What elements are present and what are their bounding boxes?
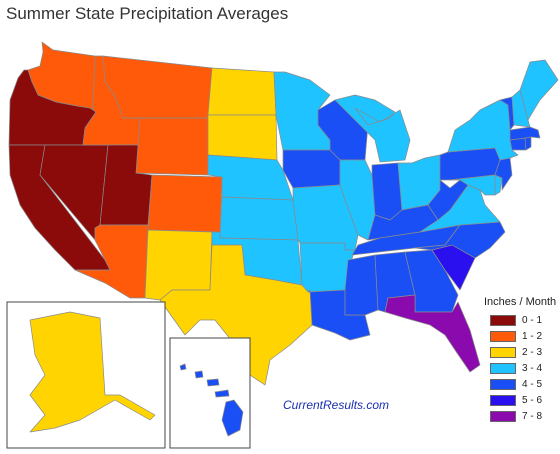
state-sd[interactable] xyxy=(207,114,278,161)
state-ks[interactable] xyxy=(219,196,299,241)
legend-entry: 7 - 8 xyxy=(490,410,556,423)
state-ms[interactable] xyxy=(344,254,379,316)
legend-swatch xyxy=(490,347,516,358)
legend-entry: 0 - 1 xyxy=(490,314,556,327)
source-credit: CurrentResults.com xyxy=(283,398,390,412)
state-nm[interactable] xyxy=(144,229,213,301)
state-in[interactable] xyxy=(371,162,403,221)
legend-label: 4 - 5 xyxy=(522,379,543,390)
hawaii-inset xyxy=(169,337,251,449)
legend-label: 5 - 6 xyxy=(522,395,543,406)
state-mi[interactable] xyxy=(334,94,411,163)
page-title: Summer State Precipitation Averages xyxy=(6,4,289,23)
legend-title: Inches / Month xyxy=(484,296,557,308)
legend-swatch xyxy=(490,411,516,422)
state-hi[interactable] xyxy=(179,363,244,437)
state-mt[interactable] xyxy=(102,55,213,119)
legend-entry: 3 - 4 xyxy=(490,362,556,375)
state-ma[interactable] xyxy=(509,126,541,141)
legend-label: 2 - 3 xyxy=(522,347,543,358)
legend-entry: 2 - 3 xyxy=(490,346,556,359)
state-nc[interactable] xyxy=(414,221,506,259)
legend-entry: 4 - 5 xyxy=(490,378,556,391)
state-ak[interactable] xyxy=(29,311,156,433)
alaska-inset xyxy=(6,301,166,449)
legend-swatch xyxy=(490,395,516,406)
state-ri[interactable] xyxy=(524,136,532,151)
legend: Inches / Month 0 - 1 1 - 2 2 - 3 3 - 4 4 - 5… xyxy=(482,296,556,426)
state-me[interactable] xyxy=(519,59,559,121)
state-nd[interactable] xyxy=(207,67,277,116)
state-fl[interactable] xyxy=(384,294,481,373)
state-de[interactable] xyxy=(494,174,503,196)
legend-label: 3 - 4 xyxy=(522,363,543,374)
state-nh[interactable] xyxy=(511,89,531,128)
legend-entry: 1 - 2 xyxy=(490,330,556,343)
legend-label: 1 - 2 xyxy=(522,331,543,342)
legend-swatch xyxy=(490,331,516,342)
state-vt[interactable] xyxy=(499,96,515,131)
legend-swatch xyxy=(490,363,516,374)
state-ia[interactable] xyxy=(282,149,341,189)
legend-label: 0 - 1 xyxy=(522,315,543,326)
legend-swatch xyxy=(490,379,516,390)
legend-entry: 5 - 6 xyxy=(490,394,556,407)
states-layer xyxy=(8,41,559,386)
legend-label: 7 - 8 xyxy=(522,411,543,422)
state-tx[interactable] xyxy=(159,244,313,386)
legend-entries: 0 - 1 1 - 2 2 - 3 3 - 4 4 - 5 5 - 6 7 - 8 xyxy=(482,314,556,423)
state-wy[interactable] xyxy=(135,117,209,176)
state-co[interactable] xyxy=(147,174,223,233)
legend-swatch xyxy=(490,315,516,326)
